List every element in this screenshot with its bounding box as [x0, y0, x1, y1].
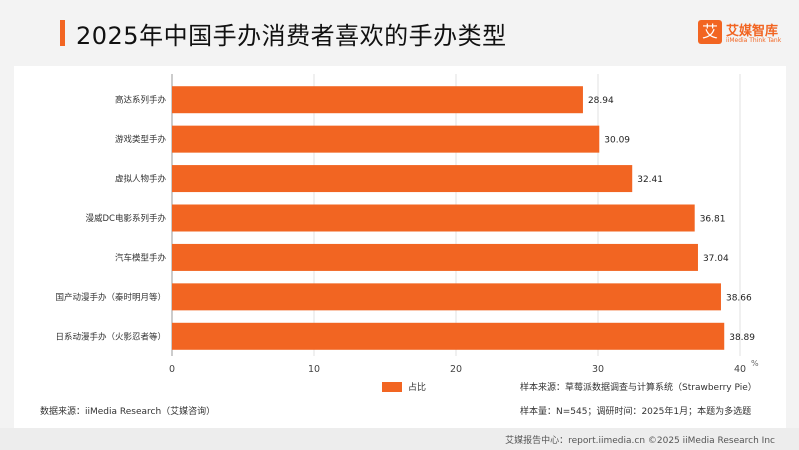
data-label: 28.94 [588, 96, 614, 106]
category-label: 虚拟人物手办 [115, 174, 167, 185]
title-accent-bar [60, 20, 65, 46]
category-label: 日系动漫手办（火影忍者等） [55, 331, 166, 342]
x-tick-label: 20 [450, 364, 462, 375]
logo-subtitle: iiMedia Think Tank [726, 37, 782, 44]
category-label: 漫威DC电影系列手办 [86, 213, 167, 224]
data-label: 32.41 [637, 175, 663, 185]
data-label: 36.81 [700, 215, 726, 225]
header: 2025年中国手办消费者喜欢的手办类型 艾 艾媒智库 iiMedia Think… [0, 0, 799, 66]
category-label: 高达系列手办 [115, 95, 167, 106]
logo-name: 艾媒智库 [726, 24, 779, 39]
data-source-note: 数据来源：iiMedia Research（艾媒咨询） [40, 407, 216, 417]
category-label: 汽车模型手办 [115, 252, 167, 263]
x-tick-label: 40 [734, 364, 746, 375]
bar [172, 283, 721, 311]
page-title: 2025年中国手办消费者喜欢的手办类型 [76, 22, 507, 50]
x-tick-label: 30 [592, 364, 604, 375]
data-label: 30.09 [604, 136, 630, 146]
bar [172, 322, 725, 350]
category-label: 游戏类型手办 [115, 134, 167, 145]
data-label: 37.04 [703, 254, 729, 264]
bar [172, 125, 600, 153]
sample-source-note: 样本来源：草莓派数据调查与计算系统（Strawberry Pie） [520, 383, 757, 393]
bar [172, 243, 698, 271]
sample-size-note: 样本量：N=545；调研时间：2025年1月；本题为多选题 [520, 407, 752, 417]
x-tick-label: 10 [308, 364, 320, 375]
x-unit-label: % [751, 359, 759, 368]
brand-logo: 艾 艾媒智库 iiMedia Think Tank [698, 20, 782, 50]
bar [172, 165, 633, 193]
category-label: 国产动漫手办（秦时明月等） [55, 292, 166, 303]
bar [172, 86, 583, 114]
footer: 艾媒报告中心：report.iimedia.cn ©2025 iiMedia R… [0, 428, 799, 450]
x-tick-label: 0 [169, 364, 175, 375]
data-label: 38.66 [726, 293, 752, 303]
legend-swatch [382, 382, 402, 392]
data-label: 38.89 [729, 333, 755, 343]
logo-mark-icon: 艾 [698, 20, 722, 44]
bar [172, 204, 695, 232]
legend-label: 占比 [408, 383, 427, 393]
footer-text: 艾媒报告中心：report.iimedia.cn ©2025 iiMedia R… [505, 436, 775, 446]
